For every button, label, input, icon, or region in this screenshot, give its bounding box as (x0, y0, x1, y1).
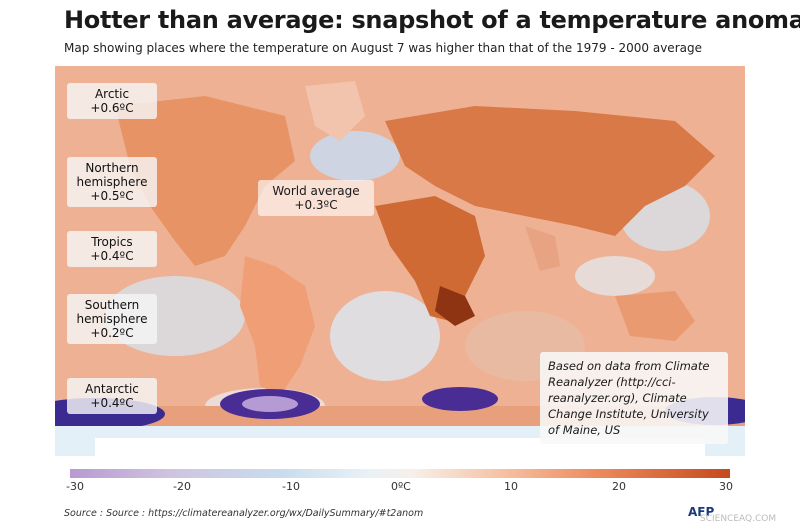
region-label-southern-hemisphere: Southern hemisphere +0.2ºC (67, 294, 157, 344)
region-value: +0.4ºC (90, 396, 134, 410)
region-name: Antarctic (85, 382, 139, 396)
color-scale-bar (70, 469, 730, 478)
scale-tick: -20 (173, 480, 191, 493)
afp-logo: AFP (688, 505, 715, 519)
data-source-note: Based on data from Climate Reanalyzer (h… (540, 352, 728, 444)
page-title: Hotter than average: snapshot of a tempe… (64, 6, 800, 34)
page-subtitle: Map showing places where the temperature… (64, 41, 702, 55)
world-average-label: World average +0.3ºC (258, 180, 374, 216)
region-label-tropics: Tropics +0.4ºC (67, 231, 157, 267)
region-value: +0.6ºC (90, 101, 134, 115)
scale-tick: 10 (504, 480, 518, 493)
scale-tick: 0ºC (391, 480, 411, 493)
region-name: Northern hemisphere (76, 161, 148, 189)
region-name: Tropics (91, 235, 133, 249)
region-value: +0.2ºC (90, 326, 134, 340)
region-name: Southern hemisphere (76, 298, 148, 326)
source-credit: Source : Source : https://climatereanaly… (64, 508, 424, 519)
region-name: Arctic (94, 87, 130, 101)
scale-tick: 30 (719, 480, 733, 493)
region-value: +0.5ºC (90, 189, 134, 203)
region-label-northern-hemisphere: Northern hemisphere +0.5ºC (67, 157, 157, 207)
world-average-value: +0.3ºC (294, 198, 338, 212)
world-average-name: World average (272, 184, 360, 198)
scale-tick: 20 (612, 480, 626, 493)
region-label-antarctic: Antarctic +0.4ºC (67, 378, 157, 414)
scale-tick: -10 (282, 480, 300, 493)
watermark: SCIENCEAQ.COM (700, 514, 777, 524)
region-label-arctic: Arctic +0.6ºC (67, 83, 157, 119)
scale-tick: -30 (66, 480, 84, 493)
region-value: +0.4ºC (90, 249, 134, 263)
